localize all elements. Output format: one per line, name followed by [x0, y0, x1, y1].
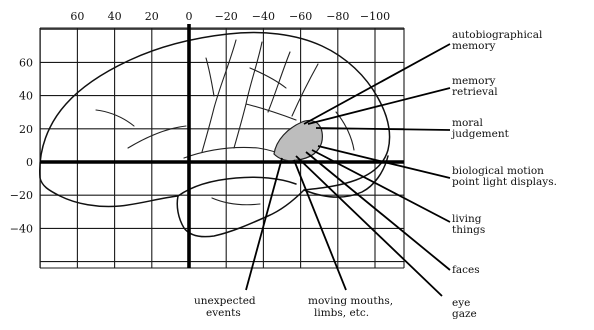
y-tick-label: 0 [26, 156, 33, 169]
y-tick-label: 20 [19, 123, 33, 136]
label-moving-mouths: moving mouths, limbs, etc. [308, 295, 396, 319]
leader-lines [245, 43, 451, 297]
y-tick-label: 40 [19, 90, 33, 103]
label-faces: faces [452, 264, 480, 276]
x-tick-label: −40 [252, 10, 275, 23]
label-moral-judgement: moral judgement [450, 117, 510, 140]
y-tick-label: −20 [10, 189, 33, 202]
x-tick-label: 0 [186, 10, 193, 23]
brain-outline [39, 31, 391, 238]
label-unexpected-events: unexpected events [194, 295, 259, 319]
brain-sulci [95, 39, 355, 206]
y-axis-ticks: 60 40 20 0 −20 −40 [10, 56, 33, 235]
label-living-things: living things [452, 213, 485, 236]
y-tick-label: −40 [10, 222, 33, 235]
x-tick-label: 40 [108, 10, 122, 23]
highlighted-region [273, 119, 323, 162]
label-memory-retrieval: memory retrieval [452, 75, 499, 98]
label-eye-gaze: eye gaze [452, 297, 477, 320]
x-tick-label: −100 [360, 10, 390, 23]
x-tick-label: −60 [289, 10, 312, 23]
label-autobiographical-memory: autobiographical memory [452, 29, 546, 52]
x-tick-label: 60 [70, 10, 84, 23]
y-tick-label: 60 [19, 56, 33, 69]
x-tick-label: −20 [215, 10, 238, 23]
label-biological-motion: biological motion point light displays. [452, 165, 557, 188]
x-axis-ticks: 60 40 20 0 −20 −40 −60 −80 −100 [70, 10, 390, 23]
x-tick-label: 20 [145, 10, 159, 23]
x-tick-label: −80 [326, 10, 349, 23]
